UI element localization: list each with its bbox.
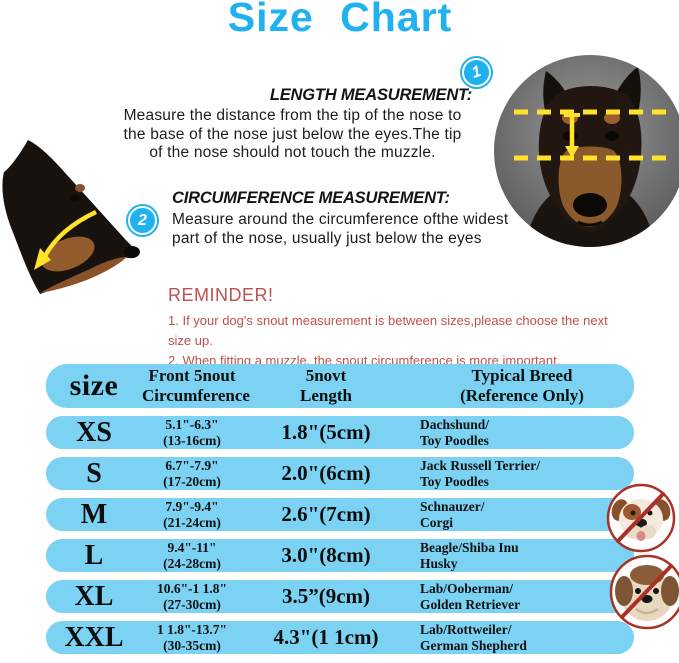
table-row-s: S 6.7"-7.9" (17-20cm) 2.0"(6cm) Jack Rus… bbox=[46, 457, 634, 490]
header-circumference: Front 5nout Circumference bbox=[142, 366, 250, 405]
length-measure-lines-icon bbox=[514, 109, 670, 161]
doberman-front-photo bbox=[494, 55, 679, 247]
length-measurement-text: Measure the distance from the tip of the… bbox=[123, 107, 462, 161]
reminder-block: REMINDER! 1. If your dog's snout measure… bbox=[168, 285, 628, 371]
table-row-xs: XS 5.1"-6.3" (13-16cm) 1.8"(5cm) Dachshu… bbox=[46, 416, 634, 449]
no-symbol-icon bbox=[609, 554, 679, 630]
table-row-xl: XL 10.6"-1 1.8" (27-30cm) 3.5”(9cm) Lab/… bbox=[46, 580, 634, 613]
header-length: 5novt Length bbox=[300, 366, 352, 405]
table-row-l: L 9.4"-11" (24-28cm) 3.0"(8cm) Beagle/Sh… bbox=[46, 539, 634, 572]
step-1-number: 1 bbox=[469, 62, 484, 82]
step-2-number: 2 bbox=[138, 211, 147, 229]
table-row-m: M 7.9"-9.4" (21-24cm) 2.6"(7cm) Schnauze… bbox=[46, 498, 634, 531]
table-header-row: size Front 5nout Circumference 5novt Len… bbox=[46, 364, 634, 408]
step-2-badge: 2 bbox=[128, 206, 157, 235]
table-row-xxl: XXL 1 1.8"-13.7" (30-35cm) 4.3"(1 1cm) L… bbox=[46, 621, 634, 654]
length-measurement-block: LENGTH MEASUREMENT: Measure the distance… bbox=[105, 86, 480, 163]
doberman-front-illustration bbox=[514, 67, 670, 247]
no-symbol-icon bbox=[606, 483, 676, 553]
length-measurement-heading: LENGTH MEASUREMENT: bbox=[269, 86, 472, 104]
circumference-arrow-icon bbox=[34, 209, 97, 270]
reminder-heading: REMINDER! bbox=[168, 285, 274, 305]
doberman-side-photo bbox=[0, 138, 148, 296]
header-breed: Typical Breed (Reference Only) bbox=[460, 366, 584, 405]
prohibited-bulldog-badge bbox=[605, 482, 677, 554]
prohibited-shihtzu-badge bbox=[608, 553, 679, 631]
circumference-measurement-text: Measure around the circumference ofthe w… bbox=[172, 211, 509, 247]
reminder-item-1: 1. If your dog's snout measurement is be… bbox=[168, 313, 608, 348]
page-title: Size Chart bbox=[227, 0, 453, 40]
size-table: size Front 5nout Circumference 5novt Len… bbox=[46, 364, 634, 654]
circumference-measurement-heading: CIRCUMFERENCE MEASUREMENT: bbox=[172, 189, 450, 207]
header-size: size bbox=[69, 369, 119, 402]
circumference-measurement-block: CIRCUMFERENCE MEASUREMENT: Measure aroun… bbox=[172, 189, 662, 248]
doberman-side-illustration bbox=[2, 140, 140, 294]
